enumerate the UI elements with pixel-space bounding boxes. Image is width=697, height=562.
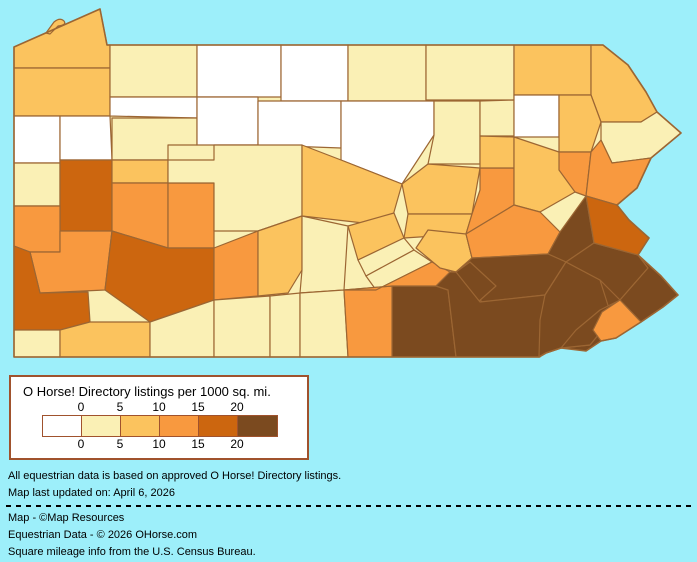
- county-clarion: [111, 159, 169, 184]
- legend-swatch: [121, 416, 160, 436]
- legend-swatch: [82, 416, 121, 436]
- county-bradford: [425, 44, 515, 101]
- legend-swatch: [160, 416, 199, 436]
- legend-tick-label: 5: [116, 400, 124, 414]
- county-erie: [13, 8, 111, 69]
- county-lackawanna: [558, 94, 602, 153]
- county-greene: [13, 329, 61, 358]
- county-lawrence: [13, 162, 61, 207]
- legend-tick-label: 15: [191, 400, 205, 414]
- legend-title: O Horse! Directory listings per 1000 sq.…: [23, 384, 271, 399]
- county-warren: [109, 44, 198, 98]
- county-clinton: [340, 100, 435, 185]
- footer-credit-equestrian-data: Equestrian Data - © 2026 OHorse.com: [8, 529, 198, 541]
- county-crawford: [13, 67, 111, 117]
- legend-tick-label: 10: [152, 400, 166, 414]
- legend-tick-label: 0: [77, 400, 85, 414]
- county-fulton: [269, 292, 301, 358]
- legend-ticks-top: 0 5 10 15 20: [42, 400, 276, 415]
- legend-tick-label: 0: [77, 437, 85, 451]
- legend-ticks-bottom: 0 5 10 15 20: [42, 437, 276, 452]
- legend-tick-label: 10: [152, 437, 166, 451]
- county-indiana: [167, 182, 215, 249]
- county-cameron: [257, 100, 342, 149]
- footer-note-data-source: All equestrian data is based on approved…: [8, 470, 342, 482]
- county-bedford: [213, 295, 271, 358]
- county-tioga: [347, 44, 427, 102]
- county-sullivan: [479, 99, 515, 137]
- county-beaver: [13, 205, 61, 253]
- legend-colorbar: [42, 415, 278, 437]
- county-susquehanna: [513, 44, 592, 96]
- county-union: [401, 163, 481, 215]
- county-butler: [59, 159, 113, 232]
- county-venango: [59, 115, 113, 161]
- county-wyoming: [513, 94, 560, 138]
- county-potter: [280, 44, 349, 102]
- state-outline: [13, 8, 682, 358]
- legend-scale: 0 5 10 15 20 0 5 10 15 20: [42, 400, 278, 452]
- county-columbia: [479, 135, 515, 169]
- county-carbon: [558, 151, 592, 197]
- county-adams: [343, 285, 393, 358]
- footer-credit-map: Map - ©Map Resources: [8, 512, 125, 524]
- county-forest: [109, 96, 198, 119]
- county-elk: [196, 96, 259, 146]
- county-mercer: [13, 115, 61, 164]
- legend-tick-label: 15: [191, 437, 205, 451]
- pennsylvania-county-map: [13, 8, 682, 358]
- county-york: [391, 285, 457, 358]
- legend-swatch: [43, 416, 82, 436]
- footer-note-updated: Map last updated on: April 6, 2026: [8, 487, 175, 499]
- footer-credit-census: Square mileage info from the U.S. Census…: [8, 546, 256, 558]
- county-fayette: [59, 321, 151, 358]
- legend-tick-label: 5: [116, 437, 124, 451]
- dashed-separator: [6, 505, 691, 507]
- legend-tick-label: 20: [230, 437, 244, 451]
- county-mckean: [196, 44, 282, 98]
- legend-swatch: [238, 416, 277, 436]
- county-lycoming: [427, 100, 481, 165]
- county-centre: [301, 144, 403, 227]
- county-franklin: [299, 289, 349, 358]
- legend-swatch: [199, 416, 238, 436]
- legend-tick-label: 20: [230, 400, 244, 414]
- county-wayne: [590, 44, 658, 123]
- county-blair: [257, 215, 303, 297]
- legend-box: O Horse! Directory listings per 1000 sq.…: [9, 375, 309, 460]
- county-huntingdon: [299, 215, 349, 294]
